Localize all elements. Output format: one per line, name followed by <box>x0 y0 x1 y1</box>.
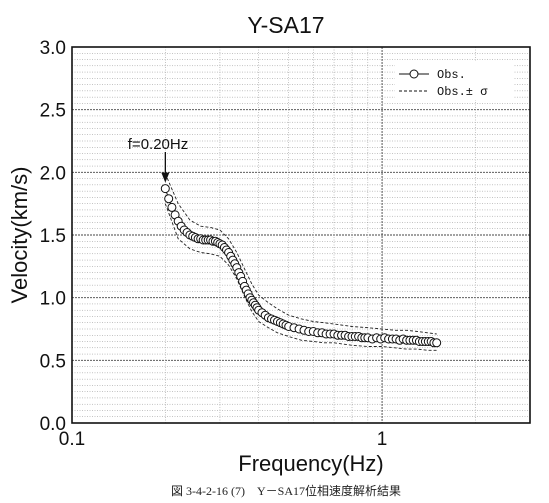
y-tick-label: 0.0 <box>40 414 66 435</box>
sigma-band <box>164 173 437 351</box>
annotation-label: f=0.20Hz <box>128 136 188 153</box>
obs-point <box>167 202 177 212</box>
obs-point <box>164 194 174 204</box>
y-tick-label: 1.5 <box>40 226 66 247</box>
sigma-upper-line <box>164 173 437 335</box>
legend-obs-marker <box>409 69 419 79</box>
x-tick-labels: 0.1 1 <box>59 429 388 450</box>
y-tick-label: 0.5 <box>40 351 66 372</box>
y-tick-label: 2.0 <box>40 163 66 184</box>
y-axis-label: Velocity(km/s) <box>7 167 32 304</box>
obs-line <box>164 188 437 344</box>
y-tick-label: 3.0 <box>40 38 66 59</box>
figure-caption: 図 3-4-2-16 (7) Y－SA17位相速度解析結果 <box>171 483 401 498</box>
legend-box <box>395 62 513 100</box>
y-tick-label: 2.5 <box>40 101 66 122</box>
plot-frame <box>71 46 531 424</box>
obs-point <box>160 184 170 194</box>
x-tick-label: 0.1 <box>59 429 85 450</box>
legend-obs-label: Obs. <box>437 68 466 82</box>
legend-sigma-label: Obs.± σ <box>437 85 488 99</box>
annotation-f020: f=0.20Hz <box>128 136 188 183</box>
obs-series <box>160 184 442 348</box>
y-tick-label: 1.0 <box>40 289 66 310</box>
legend: Obs. Obs.± σ <box>395 62 513 100</box>
obs-point <box>432 338 442 348</box>
sigma-lower-line <box>164 203 437 351</box>
annotation-arrowhead <box>161 172 170 183</box>
grid-lines <box>71 46 531 424</box>
x-axis-label: Frequency(Hz) <box>238 451 383 476</box>
x-tick-label: 1 <box>377 429 388 450</box>
y-tick-labels: 0.0 0.5 1.0 1.5 2.0 2.5 3.0 <box>40 38 66 435</box>
chart-title: Y-SA17 <box>247 12 324 38</box>
